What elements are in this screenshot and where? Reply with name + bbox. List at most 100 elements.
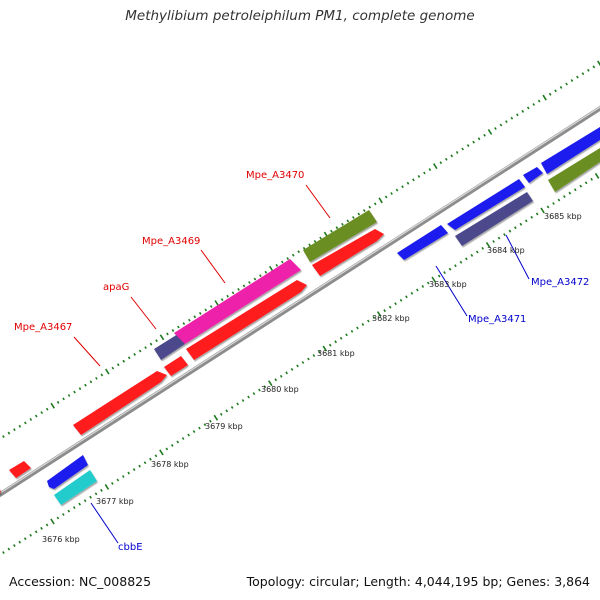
minor-tick: [592, 65, 596, 69]
minor-tick: [263, 385, 267, 389]
minor-tick: [198, 311, 202, 315]
minor-tick: [570, 79, 574, 83]
minor-tick: [181, 437, 185, 440]
minor-tick: [312, 354, 316, 358]
minor-tick: [481, 246, 484, 250]
minor-tick: [302, 246, 306, 250]
minor-tick: [477, 137, 481, 141]
minor-tick: [230, 405, 234, 409]
major-tick: [378, 197, 383, 204]
minor-tick: [448, 267, 452, 271]
minor-tick: [72, 506, 76, 510]
minor-tick: [590, 177, 593, 181]
kbp-label: 3683 kbp: [429, 280, 467, 289]
major-tick: [268, 380, 273, 387]
minor-tick: [176, 440, 180, 444]
minor-tick: [188, 318, 191, 322]
major-tick: [104, 483, 110, 490]
minor-tick: [532, 103, 536, 106]
gene-labels: Mpe_A3467 apaG Mpe_A3469 Mpe_A3470 Mpe_A…: [14, 170, 589, 553]
minor-tick: [552, 202, 555, 205]
gene-label-apag: apaG: [103, 282, 129, 293]
minor-tick: [423, 171, 426, 175]
topology-text: Topology: circular; Length: 4,044,195 bp…: [246, 574, 590, 589]
minor-tick: [29, 418, 33, 421]
minor-tick: [521, 109, 525, 113]
minor-tick: [193, 315, 197, 319]
minor-tick: [253, 277, 257, 281]
minor-tick: [466, 144, 470, 148]
callout-cbbe: [90, 502, 119, 544]
minor-tick: [510, 116, 514, 120]
minor-tick: [127, 356, 131, 360]
callout-lines: [73, 184, 530, 544]
minor-tick: [524, 219, 528, 223]
minor-tick: [237, 287, 240, 291]
minor-tick: [252, 392, 256, 396]
minor-tick: [285, 371, 288, 375]
kbp-label: 3680 kbp: [261, 385, 299, 394]
minor-tick: [410, 291, 414, 295]
kbp-label: 3684 kbp: [487, 246, 525, 255]
minor-tick: [345, 333, 348, 337]
minor-tick: [241, 399, 245, 402]
minor-tick: [144, 346, 147, 350]
feature-slate-apag: [154, 334, 185, 360]
minor-tick: [132, 468, 136, 472]
minor-tick: [29, 533, 32, 537]
minor-tick: [111, 481, 114, 485]
minor-tick: [192, 430, 196, 434]
minor-tick: [204, 308, 208, 312]
major-tick: [487, 128, 493, 135]
minor-tick: [372, 316, 376, 320]
minor-tick: [470, 253, 474, 257]
minor-tick: [352, 216, 355, 219]
major-tick: [540, 207, 545, 214]
minor-tick: [45, 407, 49, 411]
minor-tick: [443, 271, 446, 275]
minor-tick: [2, 435, 5, 439]
minor-tick: [384, 195, 388, 199]
feature-mpe-a3470: [303, 210, 377, 262]
minor-tick: [143, 461, 147, 465]
kbp-labels: 3676 kbp 3677 kbp 3678 kbp 3679 kbp 3680…: [42, 212, 582, 544]
minor-tick: [530, 215, 534, 219]
minor-tick: [13, 428, 16, 432]
minor-tick: [275, 263, 279, 267]
minor-tick: [494, 127, 497, 130]
minor-tick: [450, 154, 454, 158]
minor-tick: [209, 305, 213, 308]
minor-tick: [339, 336, 343, 340]
minor-tick: [231, 291, 235, 295]
callout-mpe-a3469: [200, 249, 226, 284]
minor-tick: [465, 257, 468, 261]
gene-label-cbbe: cbbE: [118, 542, 143, 553]
minor-tick: [557, 198, 561, 202]
minor-tick: [421, 285, 425, 288]
minor-tick: [286, 257, 290, 261]
minor-tick: [483, 133, 486, 137]
minor-tick: [279, 374, 283, 378]
major-tick: [433, 163, 438, 170]
minor-tick: [576, 75, 579, 79]
major-tick: [322, 345, 328, 352]
minor-tick: [45, 523, 49, 527]
minor-tick: [247, 395, 250, 399]
minor-tick: [587, 68, 590, 72]
gene-label-mpe-a3472: Mpe_A3472: [531, 277, 589, 288]
minor-tick: [209, 419, 212, 423]
minor-tick: [444, 157, 448, 161]
minor-tick: [138, 464, 141, 468]
minor-tick: [62, 513, 65, 516]
major-tick: [50, 518, 55, 525]
minor-tick: [334, 340, 337, 344]
callout-apag: [130, 296, 157, 330]
minor-tick: [313, 239, 317, 243]
minor-tick: [330, 229, 333, 233]
minor-tick: [417, 174, 421, 178]
feature-mpe-a3469: [174, 259, 301, 344]
minor-tick: [554, 89, 557, 93]
gene-label-mpe-a3469: Mpe_A3469: [142, 236, 200, 247]
